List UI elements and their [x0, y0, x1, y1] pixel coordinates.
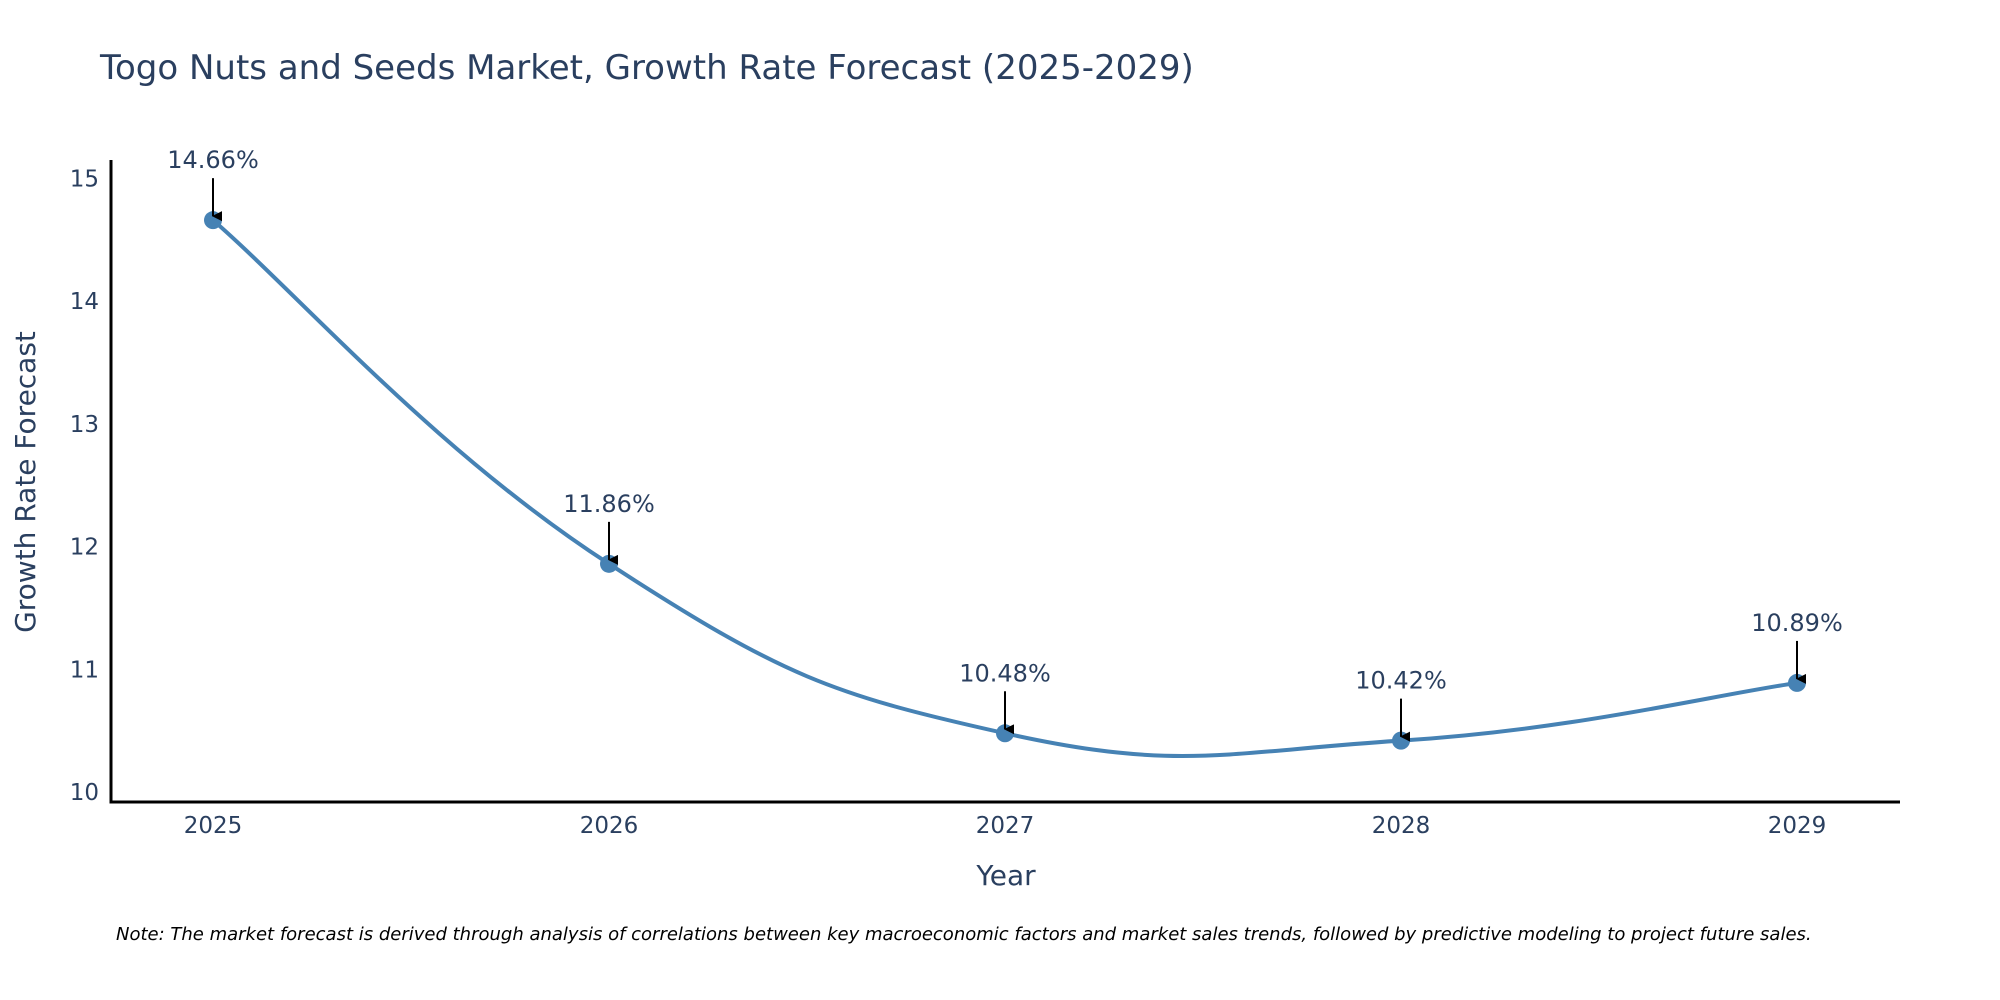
data-label: 14.66%	[167, 146, 259, 174]
x-tick-label: 2027	[976, 813, 1035, 839]
data-label: 10.42%	[1355, 667, 1447, 695]
data-label: 11.86%	[563, 490, 655, 518]
y-tick-label: 13	[70, 412, 99, 438]
x-axis-title: Year	[975, 859, 1036, 892]
y-tick-label: 14	[70, 289, 99, 315]
y-axis-title: Growth Rate Forecast	[9, 331, 42, 633]
y-tick-label: 15	[70, 166, 99, 192]
x-tick-label: 2025	[184, 813, 243, 839]
data-label: 10.48%	[959, 659, 1051, 687]
x-tick-label: 2028	[1372, 813, 1431, 839]
y-axis-ticks: 10 11 12 13 14 15	[70, 166, 99, 806]
forecast-note: Note: The market forecast is derived thr…	[116, 924, 1812, 945]
y-tick-label: 12	[70, 535, 99, 561]
x-tick-label: 2029	[1768, 813, 1827, 839]
y-tick-label: 11	[70, 657, 99, 683]
data-annotations: 14.66% 11.86% 10.48% 10.42% 10.89%	[167, 146, 1843, 742]
data-label: 10.89%	[1751, 609, 1843, 637]
x-tick-label: 2026	[580, 813, 639, 839]
chart-title: Togo Nuts and Seeds Market, Growth Rate …	[99, 48, 1194, 88]
y-tick-label: 10	[70, 780, 99, 806]
x-axis-ticks: 2025 2026 2027 2028 2029	[184, 813, 1827, 839]
